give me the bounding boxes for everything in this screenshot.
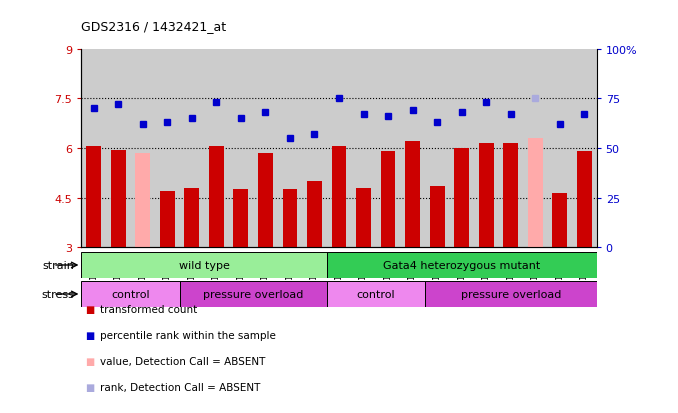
Text: wild type: wild type <box>178 260 229 271</box>
Bar <box>283 190 297 248</box>
Text: ■: ■ <box>85 330 94 340</box>
Bar <box>209 147 224 248</box>
Text: GDS2316 / 1432421_at: GDS2316 / 1432421_at <box>81 20 226 33</box>
Bar <box>81 252 327 279</box>
Bar <box>430 187 445 248</box>
Bar <box>405 142 420 248</box>
Text: ■: ■ <box>85 356 94 366</box>
Text: strain: strain <box>43 260 75 271</box>
Text: transformed count: transformed count <box>100 305 197 315</box>
Text: percentile rank within the sample: percentile rank within the sample <box>100 330 276 340</box>
Bar <box>327 252 597 279</box>
Bar <box>86 147 101 248</box>
Bar <box>503 144 518 248</box>
Bar <box>356 188 371 248</box>
Text: stress: stress <box>42 289 75 299</box>
Text: rank, Detection Call = ABSENT: rank, Detection Call = ABSENT <box>100 382 261 392</box>
Bar <box>180 281 327 308</box>
Bar <box>454 149 469 248</box>
Text: pressure overload: pressure overload <box>203 289 303 299</box>
Text: ■: ■ <box>85 382 94 392</box>
Bar <box>425 281 597 308</box>
Bar <box>160 192 175 248</box>
Text: Gata4 heterozygous mutant: Gata4 heterozygous mutant <box>383 260 540 271</box>
Bar <box>327 281 425 308</box>
Bar <box>233 190 248 248</box>
Bar <box>136 154 150 248</box>
Bar <box>307 182 322 248</box>
Bar <box>184 188 199 248</box>
Bar <box>381 152 395 248</box>
Bar <box>258 154 273 248</box>
Text: control: control <box>111 289 150 299</box>
Bar <box>479 144 494 248</box>
Bar <box>111 150 125 248</box>
Text: value, Detection Call = ABSENT: value, Detection Call = ABSENT <box>100 356 266 366</box>
Bar <box>81 281 180 308</box>
Bar <box>553 193 567 248</box>
Bar <box>577 152 592 248</box>
Text: pressure overload: pressure overload <box>460 289 561 299</box>
Text: ■: ■ <box>85 305 94 315</box>
Text: control: control <box>357 289 395 299</box>
Bar <box>528 139 542 248</box>
Bar <box>332 147 346 248</box>
